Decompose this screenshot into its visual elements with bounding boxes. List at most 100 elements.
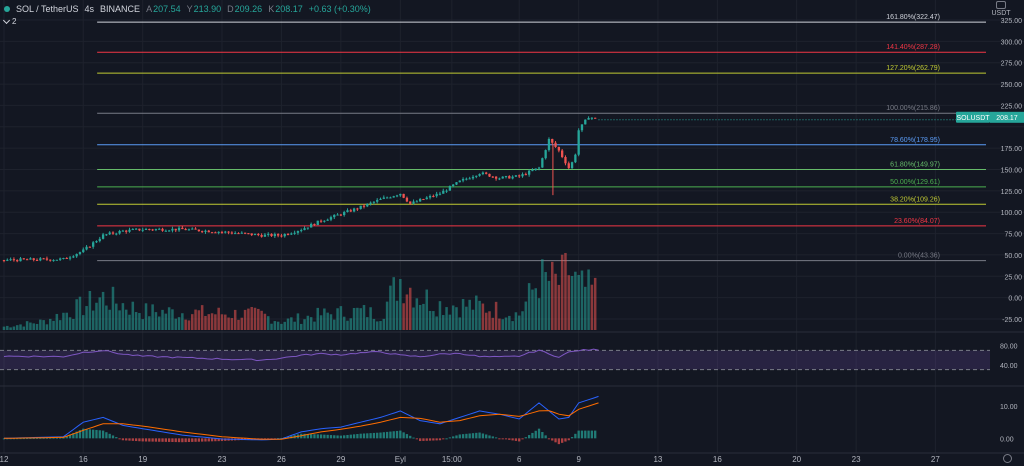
volume-bar [95, 302, 98, 330]
volume-bar [475, 295, 478, 330]
grid [0, 0, 1024, 454]
macd-histogram-bar [425, 438, 428, 441]
macd-histogram-bar [567, 438, 570, 441]
exchange: BINANCE [100, 4, 141, 14]
price-axis[interactable]: 325.00 300.00 275.00 250.00 225.00 175.00 150.… [1001, 18, 1023, 324]
candle-body [2, 260, 6, 262]
candle-body [541, 158, 544, 168]
fib-level-label: 38.20%(109.26) [890, 196, 940, 203]
candle-body [587, 117, 590, 120]
price-tick-label: 275.00 [1001, 61, 1023, 68]
candle-body [151, 229, 154, 231]
symbol-tag: SOLUSDT [956, 115, 990, 122]
currency-selector[interactable]: USDT [984, 1, 1018, 18]
fib-level-label: 127.20%(262.79) [886, 65, 940, 72]
volume-bar [550, 261, 554, 330]
volume-bar [590, 284, 594, 330]
candle-body [458, 180, 461, 183]
volume-bar [35, 323, 39, 330]
candle-body [409, 201, 412, 204]
volume-bar [339, 306, 343, 330]
time-axis[interactable]: 12 16 19 23 26 29 Eyl 15:00 6 9 13 16 20 23 27 [0, 455, 940, 464]
volume-bar [531, 289, 534, 330]
candle-body [319, 220, 323, 222]
candle-body [194, 228, 197, 230]
macd-histogram-bar [184, 438, 187, 443]
symbol-name[interactable]: SOL / TetherUS [16, 4, 79, 14]
candle-body [306, 227, 310, 229]
macd-histogram-bar [187, 438, 191, 443]
macd-histogram-bar [438, 438, 442, 441]
candle-body [293, 232, 296, 234]
macd-histogram-bar [570, 437, 574, 439]
fib-level-label: 50.00%(129.61) [890, 179, 940, 186]
volume-bar [587, 269, 590, 330]
volume-bar [283, 321, 286, 330]
collapse-toggle[interactable]: 2 [2, 16, 16, 26]
volume-bar [257, 308, 260, 330]
macd-histogram-bar [85, 428, 88, 439]
volume-bar [399, 279, 402, 330]
macd-histogram-bar [303, 433, 306, 439]
volume-bar [465, 306, 468, 330]
price-candles[interactable]: SOLUSDT 208.17 [2, 111, 1024, 263]
volume-bar [171, 309, 174, 330]
volume-bar [191, 314, 194, 330]
candle-body [584, 119, 587, 125]
candle-body [191, 228, 194, 230]
volume-bar [564, 252, 567, 330]
volume-bar [48, 318, 52, 330]
volume-bar [481, 303, 485, 330]
candle-body [580, 124, 584, 131]
macd-histogram-bar [42, 437, 45, 439]
macd-histogram-bar [191, 438, 194, 442]
settings-gear-icon[interactable] [1003, 454, 1012, 463]
candle-body [131, 229, 134, 231]
volume-bar [39, 319, 42, 330]
macd-histogram-bar [359, 433, 362, 439]
candle-body [425, 197, 428, 200]
macd-histogram-bar [309, 434, 313, 439]
volume-bar [541, 259, 544, 330]
candle-body [253, 234, 257, 236]
volume-bar [68, 317, 72, 330]
interval[interactable]: 4s [84, 4, 95, 14]
collapse-chevron-icon [2, 16, 11, 25]
volume-bar [468, 299, 471, 330]
fibonacci-retracement[interactable]: 0.00%(43.36) 23.60%(84.07) 38.20%(109.26) 5… [97, 14, 986, 262]
volume-bar [438, 301, 442, 330]
candle-body [554, 142, 557, 147]
candle-body [329, 217, 333, 220]
macd-histogram-bar [475, 432, 478, 439]
macd-histogram-bar [164, 438, 167, 442]
candle-body [108, 232, 111, 235]
macd-histogram-bar [405, 434, 409, 439]
macd-histogram-bar [435, 438, 438, 441]
candle-body [85, 246, 88, 250]
candle-body [286, 234, 290, 236]
candle-body [78, 252, 82, 254]
candle-body [62, 258, 65, 260]
volume-bar [461, 299, 465, 330]
macd-histogram-bar [498, 438, 501, 440]
macd-histogram-bar [171, 438, 174, 443]
volume-bar [511, 321, 514, 330]
volume-bar [45, 324, 49, 330]
candle-body [201, 231, 204, 233]
candle-body [422, 199, 425, 201]
candle-body [167, 230, 171, 232]
candle-body [95, 241, 98, 243]
candle-body [385, 197, 389, 199]
volume-bar [303, 319, 306, 330]
macd-histogram-bar [494, 437, 498, 439]
volume-bar [557, 284, 561, 330]
macd-histogram-bar [204, 438, 207, 442]
candle-body [343, 212, 346, 216]
volume-bar [408, 287, 412, 330]
macd-histogram-bar [508, 438, 511, 440]
macd-histogram-bar [587, 430, 590, 439]
macd-histogram-bar [372, 432, 376, 439]
candle-body [435, 193, 438, 197]
candle-body [389, 197, 392, 199]
